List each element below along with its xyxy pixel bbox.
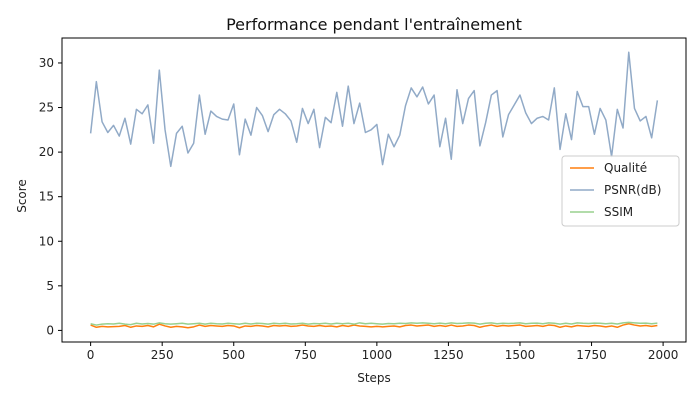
- legend-label-0: Qualité: [604, 161, 647, 175]
- x-tick-label: 1000: [362, 348, 393, 362]
- x-axis-label: Steps: [357, 371, 391, 385]
- x-tick-label: 1500: [505, 348, 536, 362]
- x-tick-label: 250: [151, 348, 174, 362]
- series-line-1: [89, 51, 659, 168]
- series-line-0: [90, 322, 658, 329]
- legend-label-1: PSNR(dB): [604, 183, 661, 197]
- y-tick-label: 0: [46, 323, 54, 337]
- legend: Qualité PSNR(dB) SSIM: [561, 155, 680, 227]
- x-tick-label: 0: [87, 348, 95, 362]
- y-tick-label: 15: [39, 190, 54, 204]
- x-tick-label: 500: [222, 348, 245, 362]
- x-axis-ticks: 0 250 500 750 1000 1250 1500 1750 2000: [87, 342, 679, 362]
- y-tick-label: 5: [46, 279, 54, 293]
- y-tick-label: 20: [39, 145, 54, 159]
- y-axis-label: Score: [15, 179, 29, 213]
- legend-label-2: SSIM: [604, 205, 633, 219]
- y-axis-ticks: 0 5 10 15 20 25 30: [39, 56, 62, 337]
- y-tick-label: 10: [39, 234, 54, 248]
- series-line-2: [90, 321, 658, 326]
- x-tick-label: 750: [294, 348, 317, 362]
- chart-title: Performance pendant l'entraînement: [226, 15, 522, 34]
- legend-box: [561, 155, 680, 227]
- x-tick-label: 2000: [648, 348, 679, 362]
- plot-frame: [61, 37, 687, 343]
- plot-series: [89, 51, 659, 329]
- x-tick-label: 1750: [576, 348, 607, 362]
- x-tick-label: 1250: [433, 348, 464, 362]
- y-tick-label: 25: [39, 101, 54, 115]
- y-tick-label: 30: [39, 56, 54, 70]
